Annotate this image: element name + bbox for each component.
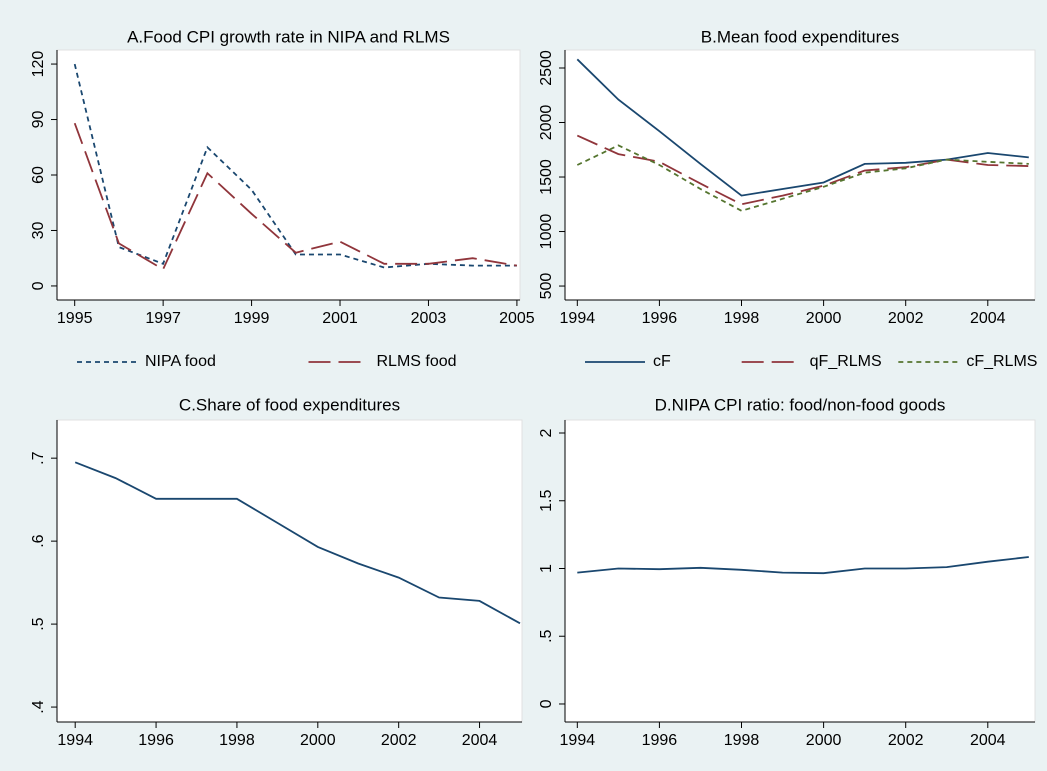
chart-title: C.Share of food expenditures — [179, 395, 400, 414]
x-tick-label: 2004 — [970, 310, 1006, 327]
y-tick-label: 30 — [30, 221, 47, 239]
x-tick-label: 1994 — [560, 732, 596, 749]
plot-region — [56, 419, 523, 723]
y-tick-label: 1 — [538, 564, 555, 573]
plot-region — [56, 49, 521, 301]
y-tick-label: 0 — [30, 281, 47, 290]
y-tick-label: 2500 — [538, 50, 555, 86]
chart-title: A.Food CPI growth rate in NIPA and RLMS — [127, 27, 450, 46]
legend-label: qF_RLMS — [810, 353, 882, 370]
legend-label: NIPA food — [145, 353, 216, 370]
y-tick-label: 1000 — [538, 214, 555, 250]
x-tick-label: 1996 — [138, 732, 174, 749]
y-tick-label: .5 — [538, 629, 555, 642]
plot-region — [564, 419, 1036, 723]
x-tick-label: 1994 — [560, 310, 596, 327]
x-tick-label: 2002 — [381, 732, 417, 749]
y-tick-label: 60 — [30, 166, 47, 184]
x-tick-label: 2004 — [970, 732, 1006, 749]
y-tick-label: .6 — [30, 534, 47, 547]
x-tick-label: 2005 — [499, 310, 535, 327]
x-tick-label: 1996 — [642, 310, 678, 327]
x-tick-label: 1997 — [145, 310, 181, 327]
x-tick-label: 2002 — [888, 732, 924, 749]
legend-label: cF_RLMS — [966, 353, 1037, 370]
x-tick-label: 2000 — [300, 732, 336, 749]
data-line — [577, 556, 1029, 575]
data-line — [73, 122, 518, 271]
data-line — [576, 58, 1029, 197]
data-line — [576, 144, 1029, 212]
plot-region — [564, 49, 1036, 301]
data-line — [576, 134, 1029, 206]
y-tick-label: .5 — [30, 617, 47, 630]
x-tick-label: 2004 — [462, 732, 498, 749]
legend-label: RLMS food — [377, 353, 457, 370]
x-tick-label: 1998 — [724, 310, 760, 327]
y-tick-label: .7 — [30, 451, 47, 464]
y-tick-label: 120 — [30, 51, 47, 78]
y-tick-label: 0 — [538, 699, 555, 708]
y-tick-label: 2000 — [538, 105, 555, 141]
y-tick-label: 1500 — [538, 159, 555, 195]
y-tick-label: 1.5 — [538, 490, 555, 512]
x-tick-label: 1998 — [724, 732, 760, 749]
chart-title: D.NIPA CPI ratio: food/non-food goods — [655, 395, 946, 414]
x-tick-label: 1995 — [57, 310, 93, 327]
x-tick-label: 1999 — [234, 310, 270, 327]
x-tick-label: 2002 — [888, 310, 924, 327]
data-line — [73, 63, 517, 269]
x-tick-label: 2003 — [411, 310, 447, 327]
x-tick-label: 2000 — [806, 310, 842, 327]
x-tick-label: 2000 — [806, 732, 842, 749]
data-line — [74, 461, 521, 625]
y-tick-label: .4 — [30, 700, 47, 713]
x-tick-label: 2001 — [322, 310, 358, 327]
x-tick-label: 1998 — [219, 732, 255, 749]
y-tick-label: 500 — [538, 273, 555, 300]
x-tick-label: 1994 — [57, 732, 93, 749]
y-tick-label: 90 — [30, 111, 47, 129]
x-tick-label: 1996 — [642, 732, 678, 749]
chart-title: B.Mean food expenditures — [701, 27, 899, 46]
y-tick-label: 2 — [538, 428, 555, 437]
legend-label: cF — [653, 353, 671, 370]
